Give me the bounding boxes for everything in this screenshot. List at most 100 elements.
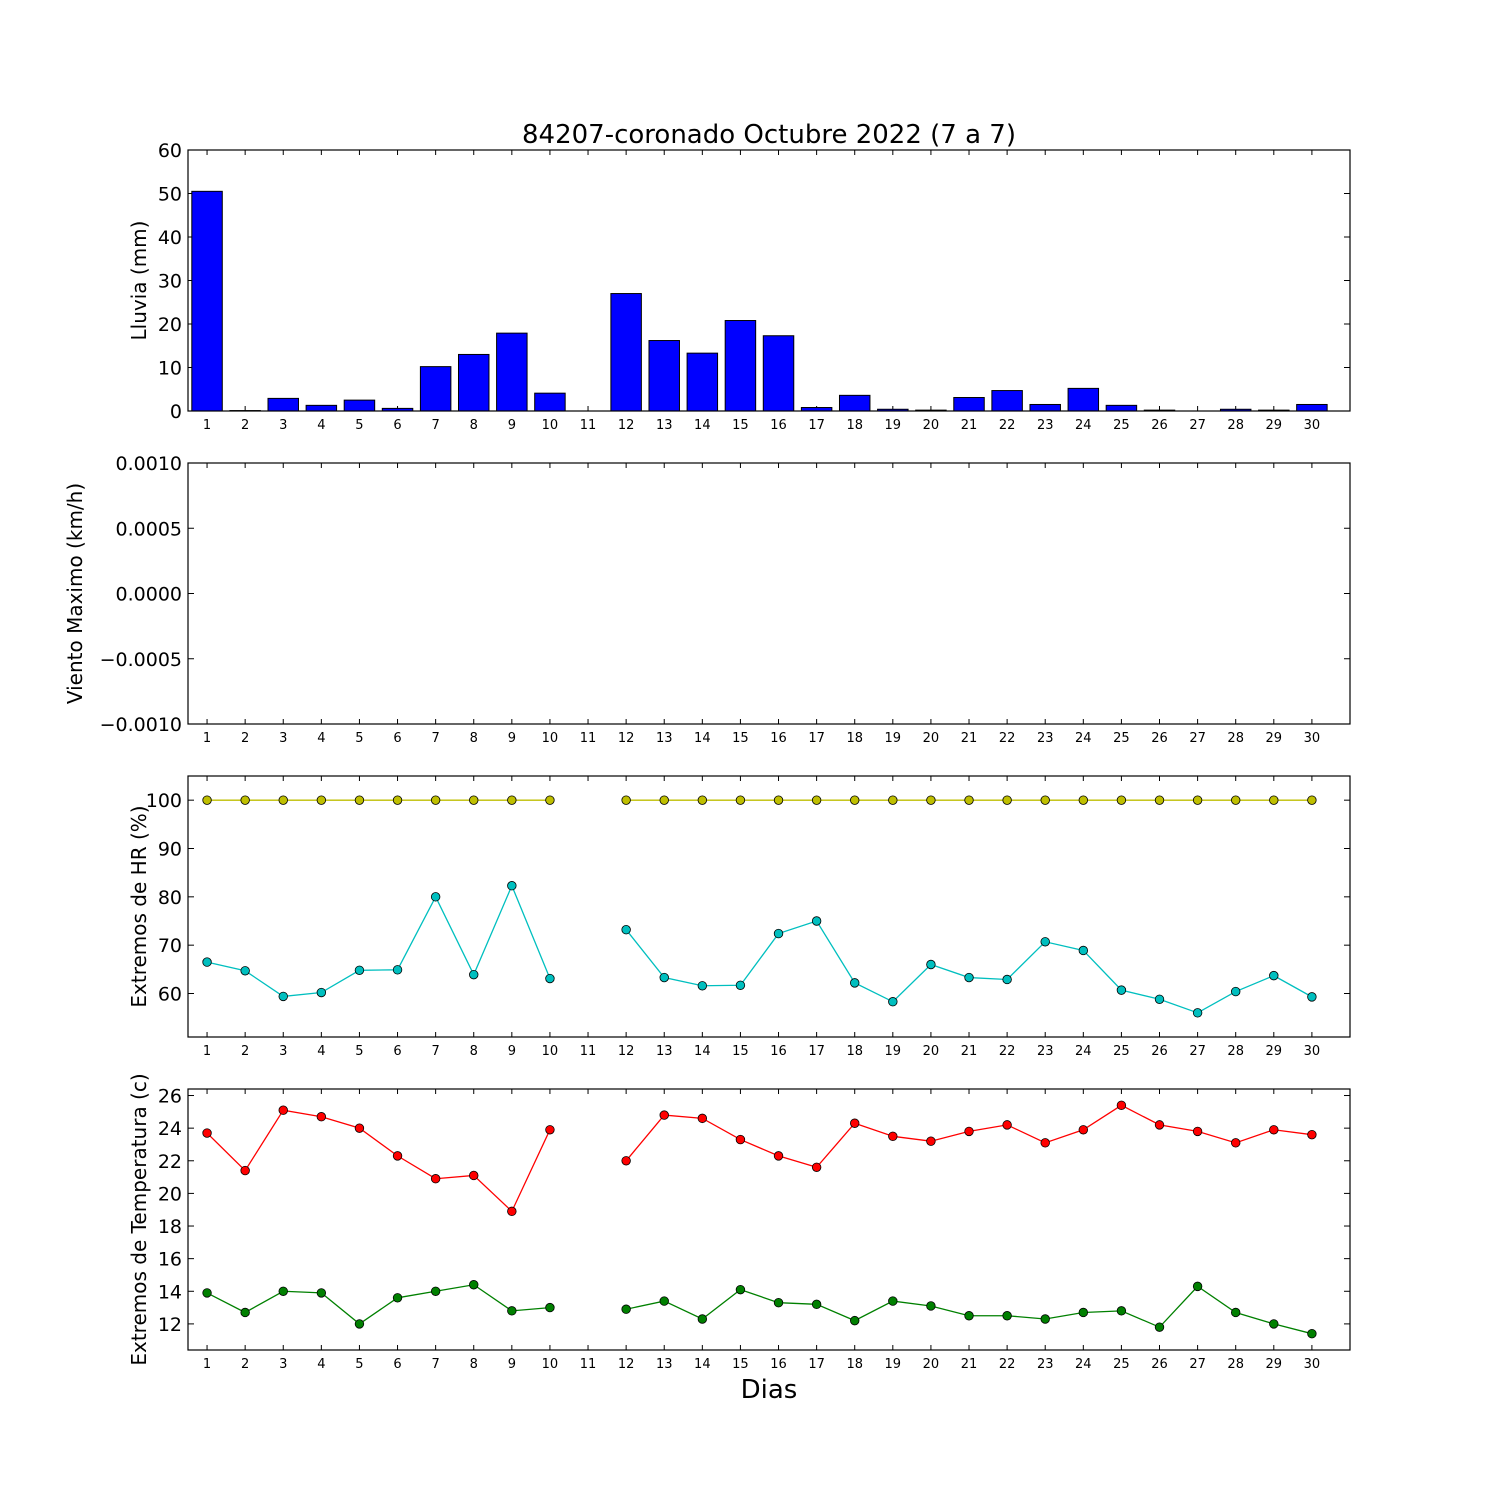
- x-tick-label: 7: [431, 1044, 439, 1059]
- x-tick-label: 20: [923, 1357, 940, 1372]
- y-tick-label: 24: [158, 1118, 182, 1140]
- point-day-27: [1192, 1281, 1203, 1292]
- point-day-3: [278, 1105, 288, 1115]
- x-tick-label: 23: [1037, 731, 1054, 746]
- point-day-5: [354, 1319, 365, 1329]
- x-tick-label: 8: [470, 731, 478, 746]
- point-day-9: [507, 881, 517, 891]
- y-tick-label: 30: [158, 271, 182, 293]
- x-tick-label: 6: [393, 1044, 401, 1059]
- y-tick-label: 12: [158, 1314, 182, 1336]
- bar-day-10: [534, 392, 566, 412]
- point-day-9: [507, 1206, 517, 1217]
- point-day-1: [202, 957, 212, 967]
- series-line-1: [206, 884, 1313, 1014]
- x-tick-label: 25: [1113, 418, 1130, 433]
- x-tick-label: 4: [317, 1044, 325, 1059]
- point-day-20: [926, 795, 936, 805]
- point-day-22: [1002, 974, 1012, 985]
- x-tick-label: 16: [770, 418, 787, 433]
- x-tick-label: 15: [732, 731, 749, 746]
- point-day-10: [545, 795, 555, 805]
- x-tick-label: 10: [542, 1357, 559, 1372]
- point-day-29: [1269, 1125, 1279, 1135]
- point-day-15: [735, 795, 746, 805]
- x-tick-label: 16: [770, 1357, 787, 1372]
- x-tick-label: 8: [470, 418, 478, 433]
- x-tick-label: 27: [1189, 731, 1206, 746]
- x-tick-label: 7: [431, 418, 439, 433]
- x-tick-label: 1: [203, 418, 211, 433]
- point-day-23: [1040, 1314, 1050, 1324]
- x-tick-label: 3: [279, 418, 287, 433]
- x-tick-label: 21: [961, 418, 978, 433]
- x-tick-label: 17: [808, 1357, 825, 1372]
- point-day-17: [811, 795, 822, 805]
- point-day-10: [545, 1125, 555, 1135]
- x-tick-label: 2: [241, 731, 249, 746]
- x-tick-label: 14: [694, 731, 711, 746]
- x-tick-label: 25: [1113, 731, 1130, 746]
- point-day-17: [811, 1162, 822, 1173]
- point-day-20: [926, 1301, 936, 1311]
- x-tick-label: 1: [203, 731, 211, 746]
- point-day-7: [430, 892, 441, 902]
- y-tick-label: 0: [170, 401, 182, 423]
- y-tick-label: 100: [146, 790, 182, 812]
- point-day-13: [659, 795, 669, 805]
- point-day-6: [392, 1293, 403, 1303]
- x-tick-label: 27: [1189, 1044, 1206, 1059]
- x-tick-label: 2: [241, 418, 249, 433]
- point-day-17: [811, 1299, 822, 1310]
- y-tick-label: 10: [158, 358, 182, 380]
- x-tick-label: 8: [470, 1357, 478, 1372]
- y-axis-label: Lluvia (mm): [127, 221, 151, 341]
- x-tick-label: 2: [241, 1044, 249, 1059]
- x-tick-label: 13: [656, 1357, 673, 1372]
- point-day-22: [1002, 1311, 1012, 1321]
- bar-day-8: [457, 353, 490, 412]
- point-day-3: [278, 991, 288, 1002]
- point-day-28: [1231, 795, 1241, 805]
- bar-day-14: [686, 352, 719, 412]
- x-tick-label: 24: [1075, 731, 1092, 746]
- y-tick-label: 40: [158, 227, 182, 249]
- x-tick-label: 30: [1304, 418, 1321, 433]
- point-day-16: [773, 795, 784, 805]
- x-tick-label: 19: [885, 1357, 902, 1372]
- bar-day-13: [648, 340, 680, 412]
- x-tick-label: 15: [732, 1044, 749, 1059]
- bar-day-12: [610, 293, 642, 412]
- point-day-12: [621, 925, 631, 935]
- point-day-29: [1269, 970, 1279, 981]
- point-day-8: [469, 795, 479, 805]
- x-tick-label: 30: [1304, 1357, 1321, 1372]
- y-axis-label: Viento Maximo (km/h): [63, 483, 87, 704]
- y-tick-label: 0.0000: [116, 584, 182, 606]
- point-day-29: [1269, 1319, 1279, 1329]
- point-day-14: [697, 1314, 708, 1324]
- point-day-23: [1040, 795, 1050, 805]
- point-day-25: [1116, 795, 1127, 805]
- x-tick-label: 1: [203, 1357, 211, 1372]
- point-day-25: [1116, 1100, 1127, 1111]
- point-day-26: [1154, 1322, 1165, 1332]
- bar-day-1: [191, 190, 223, 412]
- point-day-30: [1307, 1129, 1317, 1140]
- point-day-24: [1078, 1307, 1089, 1318]
- series-line-0: [206, 1104, 1312, 1213]
- x-tick-label: 12: [618, 1044, 635, 1059]
- x-tick-label: 16: [770, 1044, 787, 1059]
- bar-day-23: [1029, 403, 1061, 412]
- x-tick-label: 17: [808, 1044, 825, 1059]
- bar-day-18: [838, 394, 871, 412]
- point-day-1: [202, 795, 212, 805]
- point-day-20: [926, 1136, 936, 1146]
- x-tick-label: 29: [1266, 418, 1283, 433]
- x-tick-label: 22: [999, 418, 1016, 433]
- bar-day-9: [496, 332, 528, 412]
